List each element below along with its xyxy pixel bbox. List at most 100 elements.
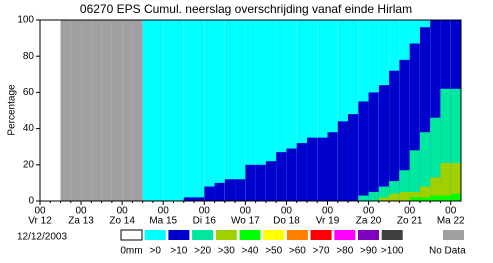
bar <box>265 20 277 201</box>
bar <box>409 197 420 201</box>
bar <box>235 179 246 201</box>
bar <box>337 20 349 201</box>
legend-swatch <box>239 230 261 240</box>
legend-swatch <box>263 230 285 240</box>
bar <box>440 162 451 201</box>
y-tick-label: 60 <box>23 87 35 98</box>
bar <box>265 161 277 201</box>
legend-label: 0mm <box>120 246 142 257</box>
legend-swatch <box>334 230 356 240</box>
bar <box>409 150 420 201</box>
x-tick-label: Za 13 <box>68 216 94 227</box>
bar <box>163 20 174 201</box>
bar <box>183 20 195 201</box>
bar <box>389 70 400 202</box>
legend-swatch <box>215 230 237 240</box>
bar <box>337 121 349 201</box>
bar <box>204 20 215 201</box>
bar <box>122 20 133 201</box>
bar <box>378 197 390 201</box>
bar <box>276 20 287 201</box>
bar <box>450 88 461 201</box>
legend-swatch <box>381 230 403 240</box>
legend-label: >0 <box>149 246 161 257</box>
x-tick-label: Za 20 <box>356 216 382 227</box>
bar <box>419 27 431 201</box>
x-tick-label: Ma 15 <box>149 216 177 227</box>
legend-label: >50 <box>265 246 282 257</box>
legend-label: >30 <box>218 246 235 257</box>
chart-title: 06270 EPS Cumul. neerslag overschrijding… <box>80 2 412 16</box>
bar <box>224 20 236 201</box>
run-date: 12/12/2003 <box>17 232 67 243</box>
bar <box>327 20 338 201</box>
bar <box>440 88 451 201</box>
bar <box>317 20 328 201</box>
x-hour-label: 00 <box>445 206 457 217</box>
legend-swatch <box>168 230 190 240</box>
bar <box>286 148 297 201</box>
x-hour-label: 00 <box>199 206 211 217</box>
bar <box>91 20 102 201</box>
y-tick-label: 100 <box>17 15 34 26</box>
x-hour-label: 00 <box>322 206 334 217</box>
bar <box>430 195 441 201</box>
x-hour-label: 00 <box>76 206 88 217</box>
bar <box>419 132 431 201</box>
bar <box>358 101 369 201</box>
x-tick-label: Zo 14 <box>109 216 135 227</box>
bar <box>378 186 390 201</box>
x-tick-label: Wo 17 <box>231 216 260 227</box>
bar <box>255 20 266 201</box>
x-hour-label: 00 <box>404 206 416 217</box>
bar <box>368 92 379 201</box>
legend-label: >40 <box>242 246 259 257</box>
bar <box>430 20 441 201</box>
bar <box>306 137 318 201</box>
bar <box>440 195 451 201</box>
bar <box>142 20 153 201</box>
bar <box>214 182 225 201</box>
bar <box>430 117 441 201</box>
bar <box>214 20 225 201</box>
x-hour-label: 00 <box>281 206 293 217</box>
bar <box>409 43 420 201</box>
bar <box>389 181 400 201</box>
bar <box>70 20 82 201</box>
bar <box>111 20 123 201</box>
bar <box>389 193 400 201</box>
bar <box>419 197 431 201</box>
x-hour-label: 00 <box>363 206 375 217</box>
bar <box>348 20 359 201</box>
legend-label: >80 <box>336 246 353 257</box>
bar <box>296 20 307 201</box>
bar <box>173 20 184 201</box>
bar <box>224 179 236 201</box>
y-axis-label: Percentage <box>7 84 18 136</box>
legend-swatch <box>286 230 308 240</box>
legend-label: >20 <box>194 246 211 257</box>
bar <box>245 20 256 201</box>
bar <box>399 59 410 201</box>
bar <box>317 137 328 201</box>
bar <box>101 20 112 201</box>
legend-swatch <box>120 229 143 241</box>
legend-label: >100 <box>381 246 404 257</box>
x-hour-label: 00 <box>117 206 129 217</box>
legend-swatch <box>443 230 464 240</box>
x-tick-label: Zo 21 <box>397 216 423 227</box>
x-tick-label: Ma 22 <box>437 216 465 227</box>
legend-label: No Data <box>429 246 466 257</box>
legend-label: >60 <box>289 246 306 257</box>
bar <box>378 85 390 201</box>
bar <box>60 20 71 201</box>
bar <box>296 143 307 201</box>
bar <box>255 164 266 201</box>
legend-swatch <box>358 230 379 240</box>
y-tick-label: 0 <box>28 196 34 207</box>
bar <box>327 132 338 201</box>
bar <box>358 195 369 201</box>
bar <box>399 170 410 201</box>
y-tick-label: 40 <box>23 123 35 134</box>
